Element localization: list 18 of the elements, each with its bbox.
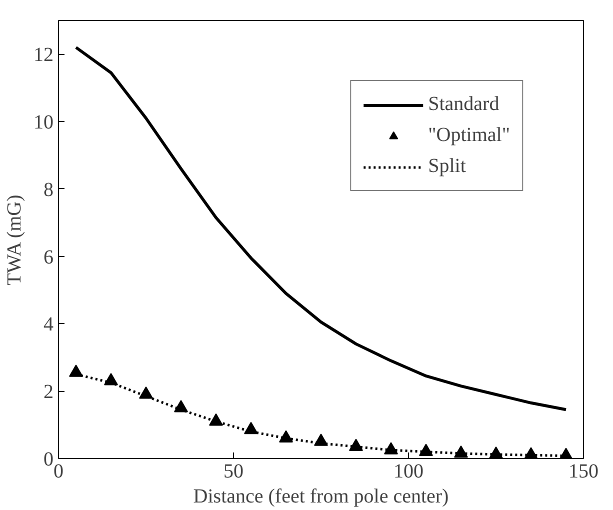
line-series: [74, 46, 568, 412]
legend-label: Standard: [428, 93, 500, 116]
y-tick-label: 2: [44, 381, 54, 404]
y-axis-title: TWA (mG): [4, 194, 26, 286]
y-tick-label: 12: [34, 44, 54, 66]
y-tick-label: 6: [44, 246, 54, 268]
point: [69, 364, 83, 377]
y-tick-label: 4: [44, 314, 54, 336]
x-tick-label: 50: [224, 460, 244, 482]
point: [349, 438, 363, 451]
point: [384, 442, 398, 454]
x-axis-title: Distance (feet from pole center): [193, 486, 449, 508]
legend-label: "Optimal": [428, 124, 510, 147]
legend-label: Split: [428, 155, 466, 178]
y-tick-label: 10: [34, 112, 54, 134]
y-tick-label: 8: [44, 178, 54, 201]
x-tick-label: 100: [394, 460, 424, 482]
x-tick-label: 150: [568, 460, 598, 482]
